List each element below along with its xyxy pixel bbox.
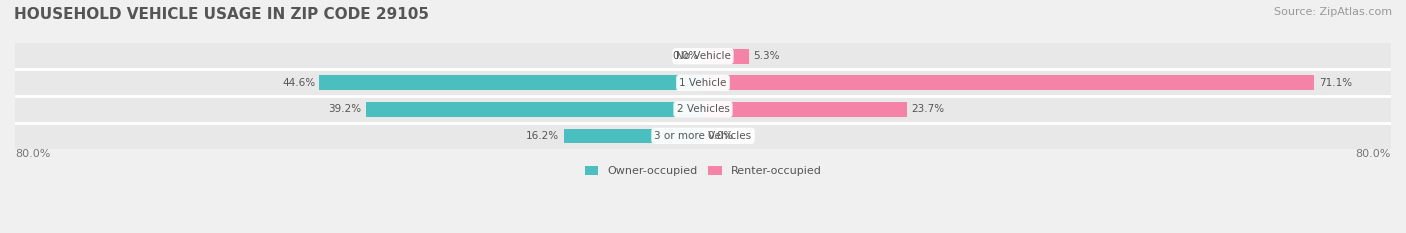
FancyBboxPatch shape — [703, 102, 907, 116]
Text: 1 Vehicle: 1 Vehicle — [679, 78, 727, 88]
FancyBboxPatch shape — [703, 75, 1315, 90]
FancyBboxPatch shape — [15, 43, 1391, 69]
Text: 3 or more Vehicles: 3 or more Vehicles — [654, 131, 752, 141]
FancyBboxPatch shape — [703, 49, 748, 64]
Text: 71.1%: 71.1% — [1319, 78, 1353, 88]
Text: 0.0%: 0.0% — [707, 131, 734, 141]
Text: 80.0%: 80.0% — [15, 149, 51, 159]
Legend: Owner-occupied, Renter-occupied: Owner-occupied, Renter-occupied — [581, 162, 825, 181]
Text: No Vehicle: No Vehicle — [675, 51, 731, 61]
FancyBboxPatch shape — [366, 102, 703, 116]
Text: 5.3%: 5.3% — [752, 51, 779, 61]
Text: 44.6%: 44.6% — [283, 78, 315, 88]
Text: 39.2%: 39.2% — [329, 104, 361, 114]
Text: 80.0%: 80.0% — [1355, 149, 1391, 159]
Text: 16.2%: 16.2% — [526, 131, 560, 141]
FancyBboxPatch shape — [15, 69, 1391, 96]
FancyBboxPatch shape — [564, 129, 703, 143]
Text: 0.0%: 0.0% — [672, 51, 699, 61]
FancyBboxPatch shape — [15, 96, 1391, 123]
Text: 23.7%: 23.7% — [911, 104, 945, 114]
Text: Source: ZipAtlas.com: Source: ZipAtlas.com — [1274, 7, 1392, 17]
Text: HOUSEHOLD VEHICLE USAGE IN ZIP CODE 29105: HOUSEHOLD VEHICLE USAGE IN ZIP CODE 2910… — [14, 7, 429, 22]
FancyBboxPatch shape — [319, 75, 703, 90]
Text: 2 Vehicles: 2 Vehicles — [676, 104, 730, 114]
FancyBboxPatch shape — [15, 123, 1391, 149]
